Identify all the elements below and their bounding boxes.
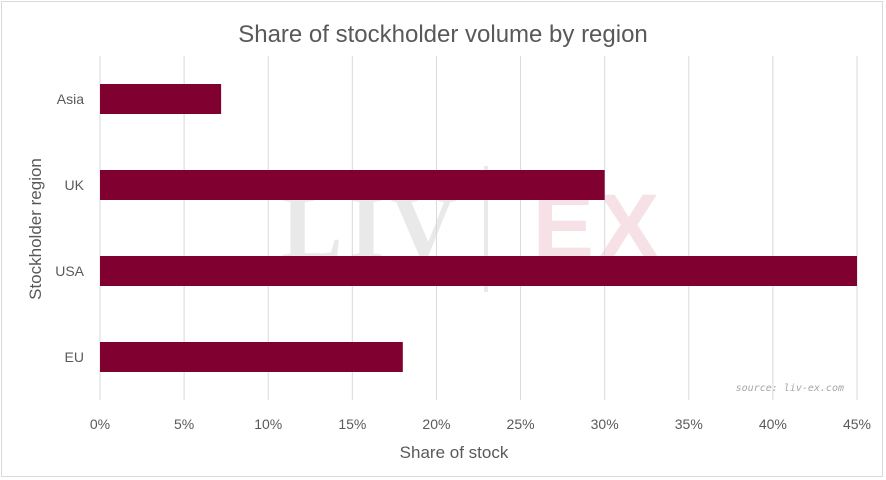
x-tick-label: 10% bbox=[254, 416, 282, 432]
bars bbox=[100, 84, 857, 372]
category-label-uk: UK bbox=[65, 177, 85, 193]
category-labels: Asia UK USA EU bbox=[55, 91, 84, 365]
x-tick-label: 35% bbox=[675, 416, 703, 432]
category-label-asia: Asia bbox=[57, 91, 84, 107]
x-axis-title: Share of stock bbox=[400, 443, 509, 462]
y-axis-title: Stockholder region bbox=[26, 158, 45, 300]
x-tick-label: 25% bbox=[507, 416, 535, 432]
x-tick-label: 5% bbox=[174, 416, 194, 432]
bar-usa bbox=[100, 256, 857, 286]
source-note: source: liv-ex.com bbox=[736, 383, 844, 394]
x-tick-label: 40% bbox=[759, 416, 787, 432]
x-tick-labels: 0% 5% 10% 15% 20% 25% 30% 35% 40% 45% bbox=[90, 416, 871, 432]
category-label-usa: USA bbox=[55, 263, 84, 279]
x-tick-label: 30% bbox=[591, 416, 619, 432]
x-tick-label: 15% bbox=[338, 416, 366, 432]
bar-eu bbox=[100, 342, 403, 372]
x-tick-label: 45% bbox=[843, 416, 871, 432]
chart-title: Share of stockholder volume by region bbox=[238, 21, 648, 48]
x-tick-label: 0% bbox=[90, 416, 110, 432]
watermark-divider bbox=[484, 166, 488, 292]
bar-uk bbox=[100, 170, 605, 200]
x-tick-label: 20% bbox=[422, 416, 450, 432]
bar-asia bbox=[100, 84, 222, 114]
category-label-eu: EU bbox=[65, 349, 84, 365]
